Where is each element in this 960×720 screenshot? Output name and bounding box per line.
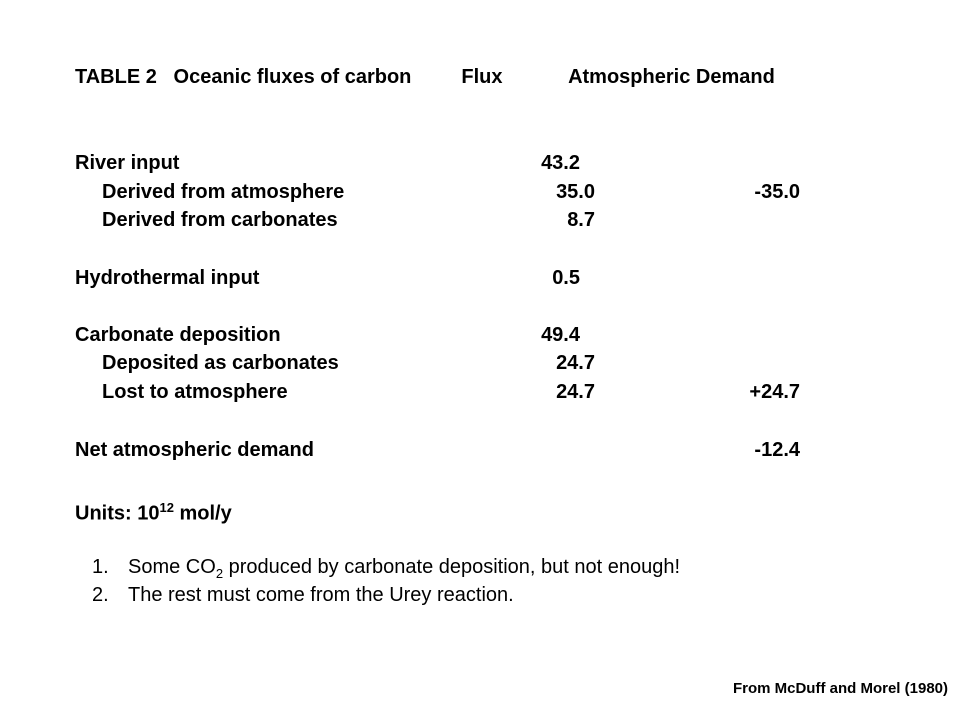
flux-value: 35.0 <box>556 181 595 203</box>
note-number: 1. <box>92 556 109 578</box>
demand-value: -12.4 <box>754 439 800 461</box>
table-header: TABLE 2 Oceanic fluxes of carbon Flux Atm… <box>75 63 805 92</box>
units-text: Units: 10 <box>75 502 160 525</box>
source: From McDuff and Morel (1980) <box>732 680 948 697</box>
row-label: Derived from carbonates <box>102 209 338 231</box>
note-text-part: produced by carbonate deposition, but no… <box>223 556 681 578</box>
row-label: Hydrothermal input <box>75 267 260 289</box>
table-title: TABLE 2 Oceanic fluxes of carbon <box>75 66 412 88</box>
flux-value: 49.4 <box>541 324 580 346</box>
row-label: Carbonate deposition <box>75 324 281 346</box>
units-text: mol/y <box>173 502 232 525</box>
column-header: Atmospheric Demand <box>568 66 775 88</box>
row-label: River input <box>75 152 180 174</box>
note-text: The rest must come from the Urey reactio… <box>128 581 514 609</box>
column-header: Flux <box>461 66 503 88</box>
note-text-part: Some CO <box>128 556 216 578</box>
units: Units: 1012 mol/y <box>75 494 232 528</box>
row-label: Derived from atmosphere <box>102 181 345 203</box>
row-label: Lost to atmosphere <box>102 381 288 403</box>
flux-value: 8.7 <box>567 209 595 231</box>
row-label: Net atmospheric demand <box>75 439 314 461</box>
note-text: Some CO2 produced by carbonate depositio… <box>128 553 680 588</box>
note-subscript: 2 <box>215 566 224 581</box>
demand-value: -35.0 <box>754 181 800 203</box>
flux-value: 24.7 <box>556 381 595 403</box>
flux-value: 0.5 <box>552 267 580 289</box>
note-text-part: The rest must come from the Urey reactio… <box>128 584 514 606</box>
demand-value: +24.7 <box>749 381 800 403</box>
note-number: 2. <box>92 584 109 606</box>
flux-value: 24.7 <box>556 352 595 374</box>
row-label: Deposited as carbonates <box>102 352 339 374</box>
units-exponent: 12 <box>159 500 174 515</box>
flux-value: 43.2 <box>541 152 580 174</box>
